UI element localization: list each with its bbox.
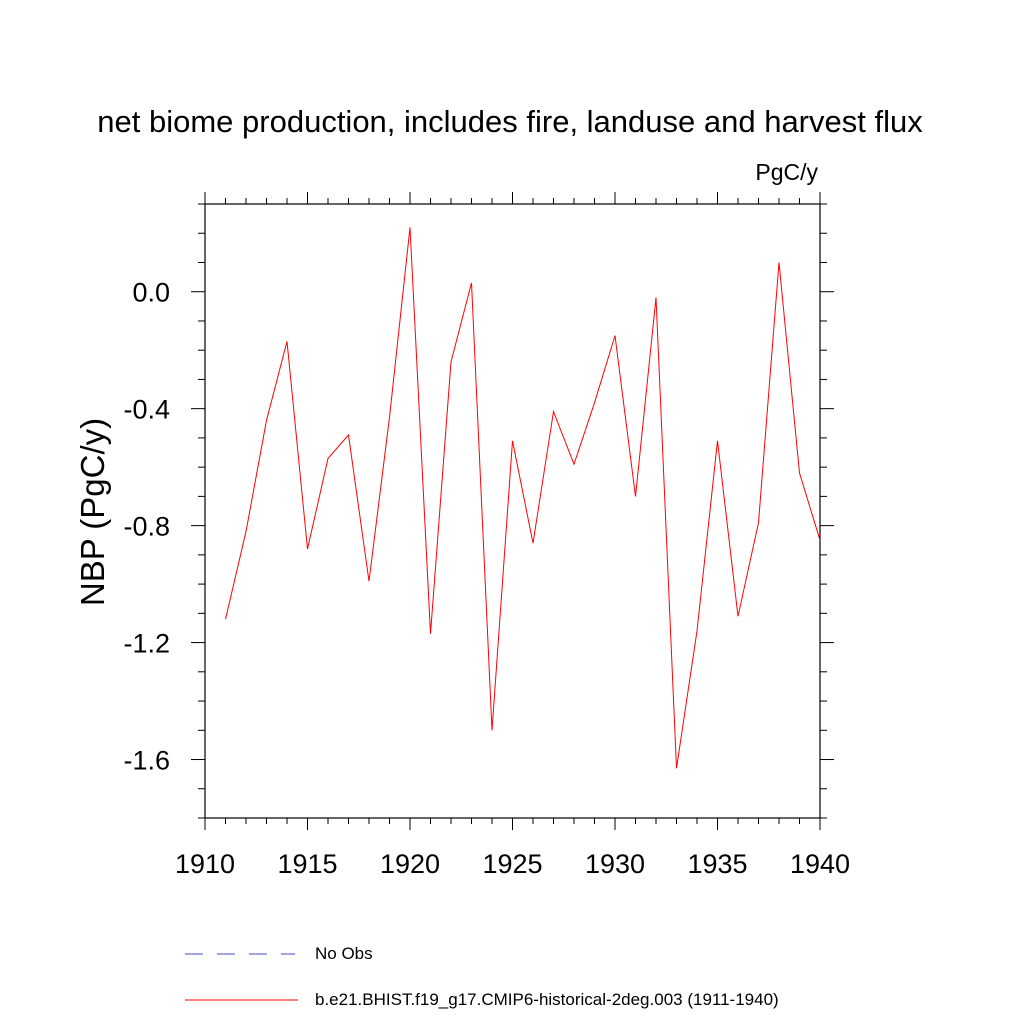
y-axis: 0.0 -0.4 -0.8 -1.2 -1.6 <box>123 203 834 819</box>
legend-label-no-obs: No Obs <box>315 944 373 963</box>
x-tick-label: 1910 <box>175 849 235 879</box>
plot-frame <box>204 203 821 819</box>
x-tick-label: 1915 <box>277 849 337 879</box>
x-tick-label: 1920 <box>380 849 440 879</box>
y-tick-label: -1.2 <box>123 629 170 659</box>
chart-title: net biome production, includes fire, lan… <box>97 104 923 139</box>
units-label: PgC/y <box>755 159 818 185</box>
y-axis-label: NBP (PgC/y) <box>74 418 111 606</box>
y-tick-label: -0.8 <box>123 512 170 542</box>
y-tick-label: -1.6 <box>123 746 170 776</box>
x-axis: 1910 1915 1920 1925 1930 1935 1940 <box>175 192 850 879</box>
y-tick-label: 0.0 <box>132 278 170 308</box>
x-tick-label: 1940 <box>790 849 850 879</box>
y-tick-label: -0.4 <box>123 395 170 425</box>
series-group <box>225 227 821 769</box>
x-tick-label: 1935 <box>687 849 747 879</box>
series-line <box>225 227 821 769</box>
x-tick-label: 1925 <box>482 849 542 879</box>
legend: No Obs b.e21.BHIST.f19_g17.CMIP6-histori… <box>185 944 779 1009</box>
legend-label-model: b.e21.BHIST.f19_g17.CMIP6-historical-2de… <box>315 990 779 1009</box>
x-tick-label: 1930 <box>585 849 645 879</box>
